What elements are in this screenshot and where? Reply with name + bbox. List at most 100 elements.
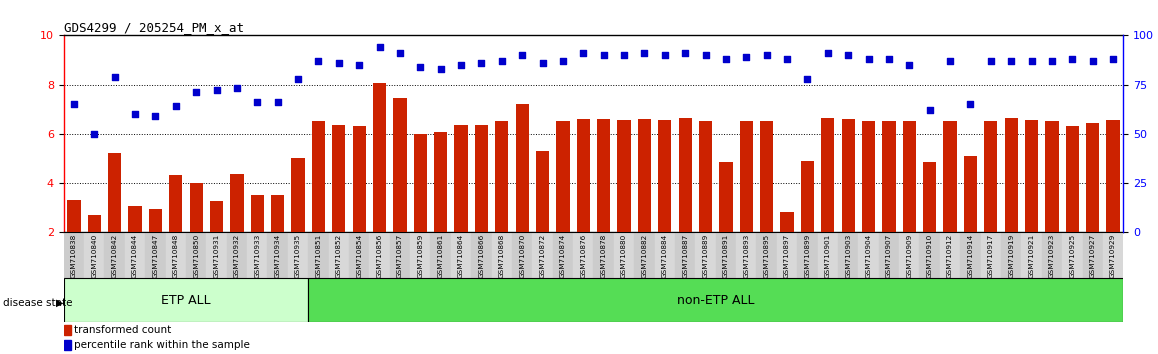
Point [492, 58, 511, 64]
Bar [129, 206, 141, 232]
Bar [903, 121, 916, 232]
Bar [373, 83, 386, 232]
Bar [475, 125, 488, 232]
Text: GSM710925: GSM710925 [1069, 233, 1076, 278]
Bar [679, 118, 691, 232]
Text: GSM710854: GSM710854 [357, 233, 362, 278]
Bar [1102, 232, 1123, 278]
Bar [64, 325, 71, 335]
Bar [394, 98, 406, 232]
Bar [308, 278, 1123, 322]
Bar [492, 232, 512, 278]
Point [655, 52, 674, 58]
Text: GSM710934: GSM710934 [274, 233, 280, 278]
Bar [230, 174, 243, 232]
Bar [88, 215, 101, 232]
Bar [944, 121, 957, 232]
Point [390, 50, 409, 56]
Text: GSM710882: GSM710882 [642, 233, 647, 278]
Bar [227, 232, 247, 278]
Point [554, 58, 572, 64]
Bar [960, 232, 981, 278]
Bar [760, 121, 774, 232]
Bar [1065, 126, 1079, 232]
Point [778, 56, 797, 62]
Point [880, 56, 899, 62]
Bar [431, 232, 450, 278]
Bar [699, 121, 712, 232]
Point [1063, 56, 1082, 62]
Text: GSM710917: GSM710917 [988, 233, 994, 278]
Text: GSM710901: GSM710901 [824, 233, 830, 278]
Bar [145, 232, 166, 278]
Bar [780, 212, 793, 232]
Bar [67, 200, 81, 232]
Bar [818, 232, 838, 278]
Point [961, 101, 980, 107]
Bar [247, 232, 267, 278]
Text: GSM710929: GSM710929 [1111, 233, 1116, 278]
Text: GSM710931: GSM710931 [213, 233, 220, 278]
Text: GSM710857: GSM710857 [397, 233, 403, 278]
Bar [1046, 121, 1058, 232]
Point [411, 64, 430, 70]
Bar [108, 153, 122, 232]
Point [350, 62, 368, 68]
Bar [756, 232, 777, 278]
Bar [719, 162, 733, 232]
Text: GSM710919: GSM710919 [1009, 233, 1014, 278]
Bar [332, 125, 345, 232]
Bar [577, 119, 589, 232]
Bar [166, 232, 186, 278]
Text: GSM710899: GSM710899 [805, 233, 811, 278]
Text: GSM710904: GSM710904 [865, 233, 872, 278]
Bar [801, 161, 814, 232]
Text: GSM710880: GSM710880 [621, 233, 626, 278]
Bar [450, 232, 471, 278]
Text: GSM710878: GSM710878 [601, 233, 607, 278]
Bar [288, 232, 308, 278]
Bar [838, 232, 858, 278]
Text: GSM710887: GSM710887 [682, 233, 688, 278]
Point [696, 52, 714, 58]
Text: GSM710909: GSM710909 [907, 233, 913, 278]
Text: GSM710856: GSM710856 [376, 233, 382, 278]
Bar [125, 232, 145, 278]
Bar [658, 120, 672, 232]
Point [1002, 58, 1020, 64]
Bar [797, 232, 818, 278]
Bar [267, 232, 288, 278]
Bar [434, 132, 447, 232]
Bar [271, 195, 284, 232]
Point [330, 60, 349, 66]
Bar [736, 232, 756, 278]
Bar [821, 118, 835, 232]
Text: GSM710850: GSM710850 [193, 233, 199, 278]
Bar [919, 232, 940, 278]
Bar [862, 121, 875, 232]
Bar [675, 232, 695, 278]
Bar [206, 232, 227, 278]
Point [982, 58, 1001, 64]
Text: GSM710932: GSM710932 [234, 233, 240, 278]
Point [105, 74, 124, 80]
Bar [1086, 122, 1099, 232]
Bar [963, 156, 977, 232]
Point [228, 86, 247, 91]
Point [900, 62, 918, 68]
Text: GSM710935: GSM710935 [295, 233, 301, 278]
Text: ETP ALL: ETP ALL [161, 293, 211, 307]
Text: GSM710840: GSM710840 [91, 233, 97, 278]
Bar [940, 232, 960, 278]
Point [126, 111, 145, 117]
Bar [598, 119, 610, 232]
Bar [369, 232, 390, 278]
Bar [981, 232, 1001, 278]
Bar [64, 232, 85, 278]
Text: transformed count: transformed count [74, 325, 171, 335]
Text: GSM710921: GSM710921 [1028, 233, 1034, 278]
Text: GSM710866: GSM710866 [478, 233, 484, 278]
Point [432, 66, 450, 72]
Bar [984, 121, 997, 232]
Point [85, 131, 103, 136]
